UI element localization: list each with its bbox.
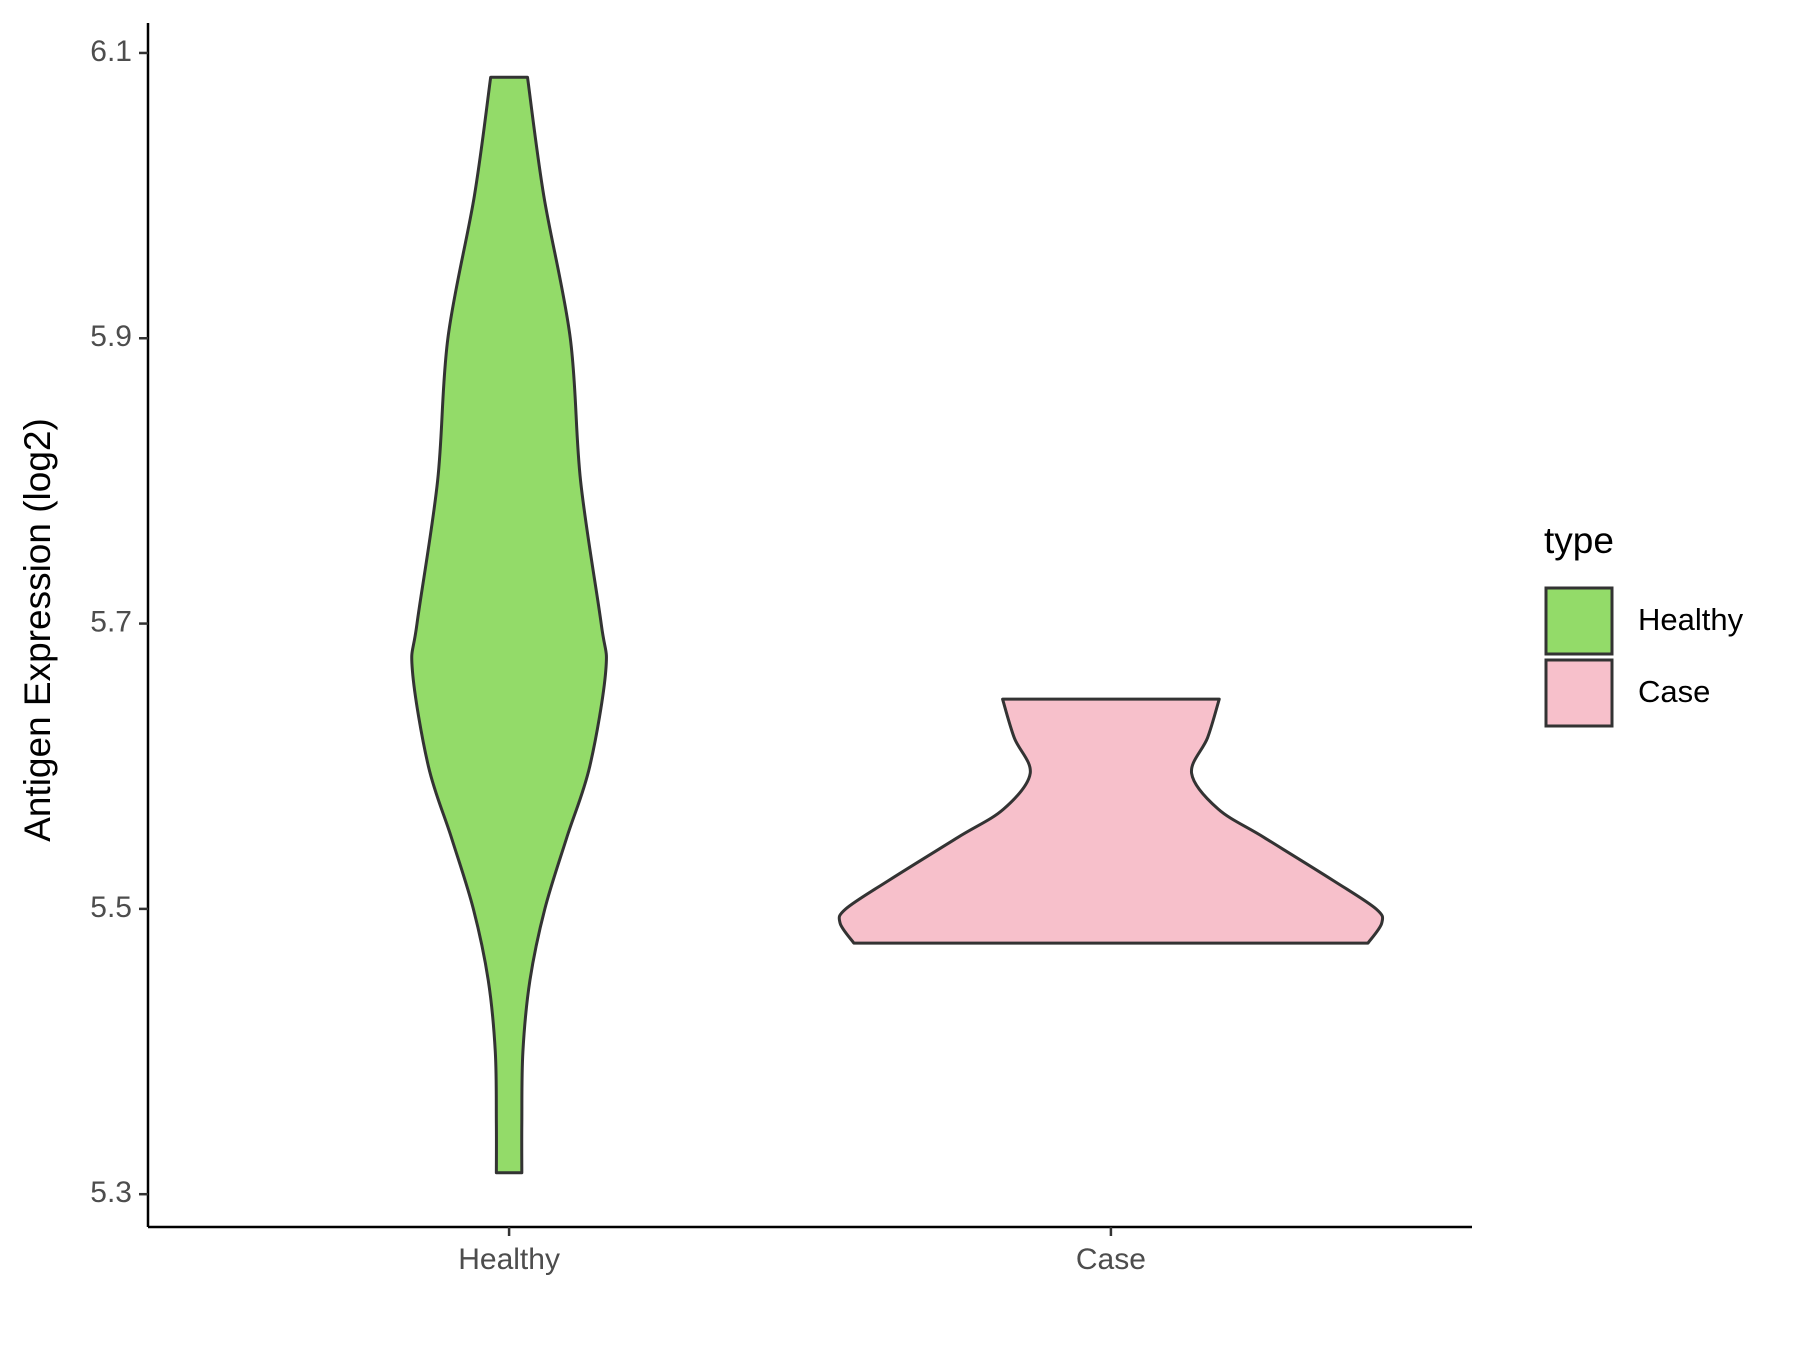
x-tick-label: Healthy	[458, 1243, 560, 1276]
y-axis-label: Antigen Expression (log2)	[17, 418, 58, 842]
legend-title: type	[1544, 520, 1614, 561]
y-tick-label: 5.7	[90, 605, 132, 638]
legend-key	[1544, 586, 1614, 656]
legend-label: Healthy	[1638, 602, 1744, 637]
violin	[410, 75, 608, 1175]
y-tick-label: 5.5	[90, 891, 132, 924]
violin	[837, 697, 1385, 945]
y-tick-label: 5.3	[90, 1176, 132, 1209]
legend-key	[1544, 658, 1614, 728]
y-tick-label: 5.9	[90, 320, 132, 353]
legend-label: Case	[1638, 674, 1710, 709]
x-tick-label: Case	[1076, 1243, 1146, 1276]
y-tick-label: 6.1	[90, 35, 132, 68]
